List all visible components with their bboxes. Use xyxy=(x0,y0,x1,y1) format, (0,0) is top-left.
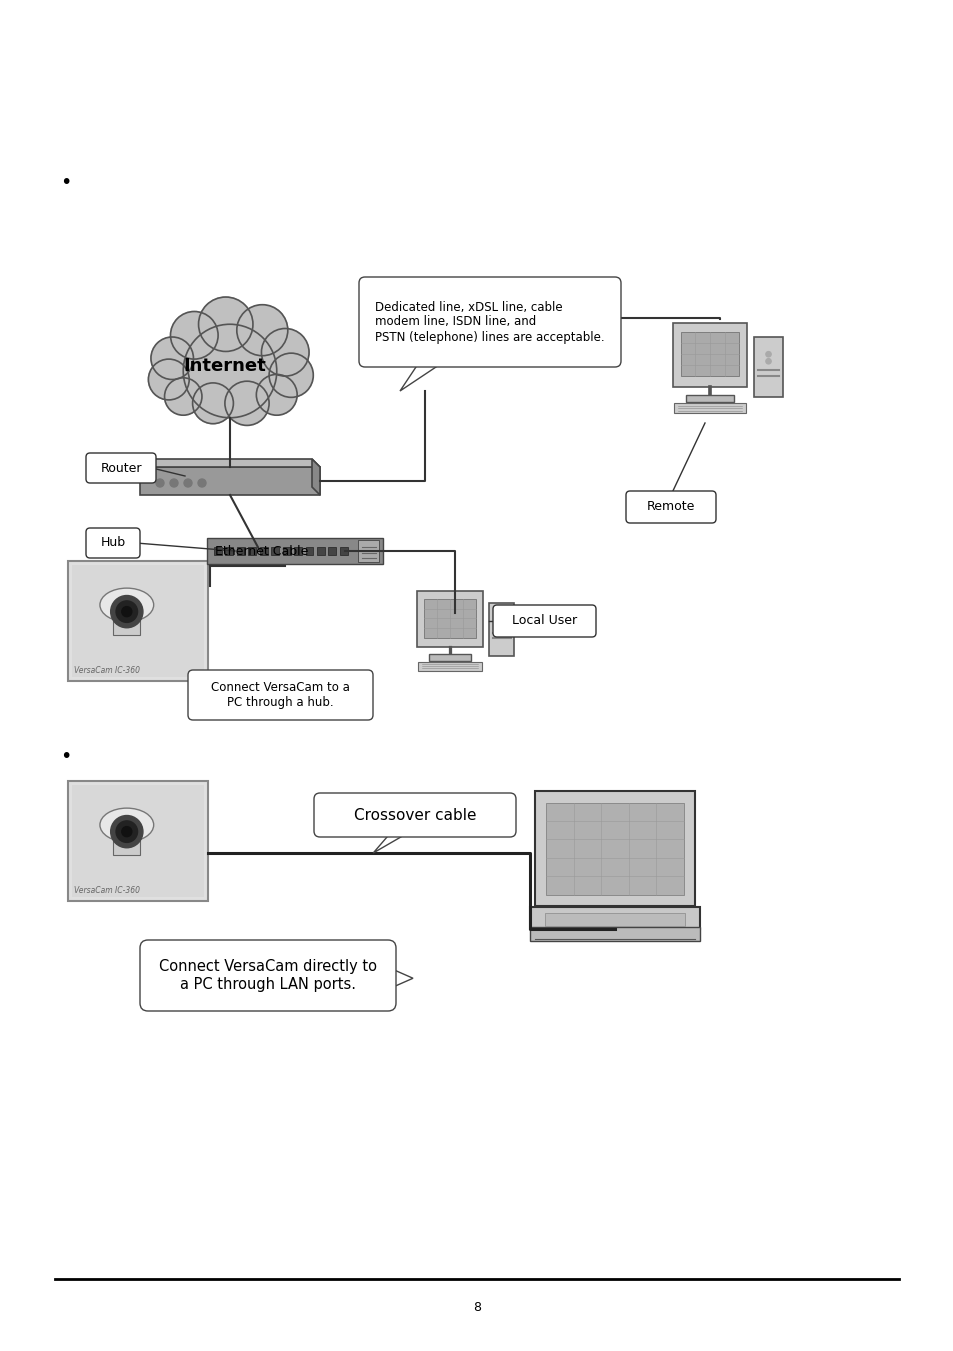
FancyBboxPatch shape xyxy=(225,547,233,555)
FancyBboxPatch shape xyxy=(294,547,302,555)
FancyBboxPatch shape xyxy=(71,565,204,677)
Circle shape xyxy=(170,480,178,486)
Circle shape xyxy=(122,827,132,836)
Circle shape xyxy=(184,480,192,486)
FancyBboxPatch shape xyxy=(236,547,245,555)
FancyBboxPatch shape xyxy=(314,793,516,838)
Circle shape xyxy=(116,601,137,623)
FancyBboxPatch shape xyxy=(489,604,514,657)
Text: Router: Router xyxy=(100,462,142,474)
Text: Connect VersaCam directly to
a PC through LAN ports.: Connect VersaCam directly to a PC throug… xyxy=(159,959,376,992)
FancyBboxPatch shape xyxy=(428,654,471,661)
Ellipse shape xyxy=(100,588,153,621)
Circle shape xyxy=(236,305,288,355)
FancyBboxPatch shape xyxy=(140,940,395,1011)
Text: Crossover cable: Crossover cable xyxy=(354,808,476,823)
Text: VersaCam IC-360: VersaCam IC-360 xyxy=(74,886,140,894)
FancyBboxPatch shape xyxy=(673,404,745,413)
FancyBboxPatch shape xyxy=(685,394,734,403)
FancyBboxPatch shape xyxy=(680,332,739,377)
FancyBboxPatch shape xyxy=(71,785,204,897)
FancyBboxPatch shape xyxy=(535,790,695,907)
Circle shape xyxy=(111,596,143,628)
FancyBboxPatch shape xyxy=(358,539,379,562)
Circle shape xyxy=(765,351,770,357)
FancyBboxPatch shape xyxy=(754,338,781,397)
FancyBboxPatch shape xyxy=(113,839,140,855)
Circle shape xyxy=(164,378,202,415)
Text: Hub: Hub xyxy=(100,536,126,550)
FancyBboxPatch shape xyxy=(328,547,336,555)
FancyBboxPatch shape xyxy=(282,547,291,555)
Circle shape xyxy=(171,312,218,359)
FancyBboxPatch shape xyxy=(339,547,348,555)
FancyBboxPatch shape xyxy=(416,590,482,647)
Circle shape xyxy=(198,297,253,351)
Circle shape xyxy=(499,616,504,620)
FancyBboxPatch shape xyxy=(424,598,476,638)
Circle shape xyxy=(156,480,164,486)
FancyBboxPatch shape xyxy=(417,662,481,670)
FancyBboxPatch shape xyxy=(545,913,684,925)
FancyBboxPatch shape xyxy=(305,547,314,555)
Circle shape xyxy=(116,821,137,843)
Text: Ethernet Cable: Ethernet Cable xyxy=(214,544,308,558)
FancyBboxPatch shape xyxy=(271,547,279,555)
Circle shape xyxy=(122,607,132,616)
Polygon shape xyxy=(312,459,319,494)
Text: 8: 8 xyxy=(473,1301,480,1315)
Text: Internet: Internet xyxy=(183,357,266,376)
FancyBboxPatch shape xyxy=(358,277,620,367)
FancyBboxPatch shape xyxy=(188,670,373,720)
Text: Dedicated line, xDSL line, cable
modem line, ISDN line, and
PSTN (telephone) lin: Dedicated line, xDSL line, cable modem l… xyxy=(375,300,604,343)
FancyBboxPatch shape xyxy=(625,490,716,523)
Circle shape xyxy=(256,374,296,415)
FancyBboxPatch shape xyxy=(86,528,140,558)
Circle shape xyxy=(499,623,504,627)
FancyBboxPatch shape xyxy=(248,547,256,555)
Circle shape xyxy=(111,816,143,848)
FancyBboxPatch shape xyxy=(672,323,746,386)
FancyBboxPatch shape xyxy=(140,467,319,494)
Circle shape xyxy=(149,359,189,400)
Text: •: • xyxy=(60,173,71,192)
Text: Remote: Remote xyxy=(646,500,695,513)
Text: Connect VersaCam to a
PC through a hub.: Connect VersaCam to a PC through a hub. xyxy=(211,681,350,709)
Text: Local User: Local User xyxy=(512,615,577,627)
FancyBboxPatch shape xyxy=(113,619,140,635)
FancyBboxPatch shape xyxy=(207,538,382,565)
Circle shape xyxy=(225,381,269,426)
Circle shape xyxy=(193,382,233,424)
FancyBboxPatch shape xyxy=(316,547,325,555)
FancyBboxPatch shape xyxy=(68,561,208,681)
Text: VersaCam IC-360: VersaCam IC-360 xyxy=(74,666,140,676)
Ellipse shape xyxy=(100,808,153,842)
Polygon shape xyxy=(388,967,413,989)
FancyBboxPatch shape xyxy=(530,907,700,929)
FancyBboxPatch shape xyxy=(546,802,683,894)
Circle shape xyxy=(765,358,770,363)
Circle shape xyxy=(261,328,309,376)
Polygon shape xyxy=(140,459,319,467)
FancyBboxPatch shape xyxy=(259,547,268,555)
Circle shape xyxy=(269,353,313,397)
FancyBboxPatch shape xyxy=(213,547,222,555)
FancyBboxPatch shape xyxy=(530,927,700,942)
Polygon shape xyxy=(399,361,444,390)
FancyBboxPatch shape xyxy=(68,781,208,901)
FancyBboxPatch shape xyxy=(86,453,156,484)
Circle shape xyxy=(151,336,193,380)
Circle shape xyxy=(198,480,206,486)
FancyBboxPatch shape xyxy=(493,605,596,638)
Polygon shape xyxy=(373,831,411,852)
Circle shape xyxy=(183,324,276,417)
Text: •: • xyxy=(60,747,71,766)
